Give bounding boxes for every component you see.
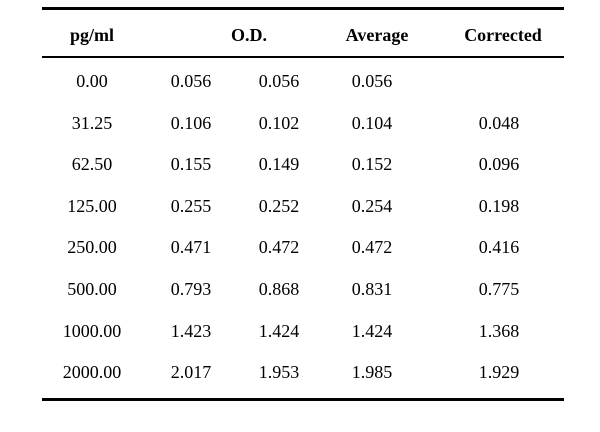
- cell-corrected: 0.198: [478, 195, 520, 216]
- cell-corrected: 0.416: [478, 237, 520, 258]
- cell-concentration: 125.00: [67, 195, 117, 216]
- cell-od-2: 0.868: [258, 278, 300, 299]
- cell-concentration: 0.00: [76, 71, 108, 91]
- cell-average: 0.104: [351, 112, 393, 133]
- table-header-row: pg/ml O.D. Average Corrected: [42, 10, 564, 56]
- cell-average: 1.985: [351, 362, 393, 383]
- cell-average: 0.472: [351, 237, 393, 258]
- cell-corrected: 0.096: [478, 154, 520, 175]
- table-body: 0.00 0.056 0.056 0.056 31.25 0.106 0.102…: [42, 58, 564, 398]
- table-bottom-rule: [42, 397, 564, 401]
- cell-od-2: 1.424: [258, 320, 300, 341]
- table-row: 125.00 0.255 0.252 0.254 0.198: [42, 185, 564, 227]
- data-table: pg/ml O.D. Average Corrected 0.00 0.056 …: [42, 7, 564, 401]
- cell-od-2: 0.056: [258, 71, 300, 91]
- table-row: 2000.00 2.017 1.953 1.985 1.929: [42, 351, 564, 393]
- table-header-rule: [42, 56, 564, 58]
- cell-od-1: 0.255: [170, 195, 212, 216]
- cell-average: 0.831: [351, 278, 393, 299]
- cell-od-2: 0.472: [258, 237, 300, 258]
- cell-concentration: 500.00: [67, 278, 117, 299]
- cell-od-2: 0.102: [258, 112, 300, 133]
- cell-concentration: 1000.00: [62, 320, 122, 341]
- cell-concentration: 2000.00: [62, 362, 122, 383]
- table-row: 0.00 0.056 0.056 0.056: [42, 60, 564, 102]
- cell-average: 0.056: [351, 71, 393, 91]
- table-top-rule: [42, 7, 564, 10]
- cell-od-1: 1.423: [170, 320, 212, 341]
- cell-concentration: 31.25: [71, 112, 113, 133]
- cell-od-1: 0.155: [170, 154, 212, 175]
- cell-concentration: 250.00: [67, 237, 117, 258]
- cell-od-2: 1.953: [258, 362, 300, 383]
- cell-od-2: 0.149: [258, 154, 300, 175]
- cell-concentration: 62.50: [71, 154, 113, 175]
- cell-od-1: 0.793: [170, 278, 212, 299]
- header-concentration: pg/ml: [69, 25, 115, 45]
- cell-od-1: 0.106: [170, 112, 212, 133]
- header-od: O.D.: [231, 25, 267, 45]
- table-row: 31.25 0.106 0.102 0.104 0.048: [42, 102, 564, 144]
- header-corrected: Corrected: [464, 25, 542, 45]
- cell-corrected: 1.929: [478, 362, 520, 383]
- cell-average: 0.254: [351, 195, 393, 216]
- header-average: Average: [345, 25, 409, 45]
- table-row: 1000.00 1.423 1.424 1.424 1.368: [42, 310, 564, 352]
- cell-average: 1.424: [351, 320, 393, 341]
- cell-corrected: 0.048: [478, 112, 520, 133]
- table-row: 500.00 0.793 0.868 0.831 0.775: [42, 268, 564, 310]
- cell-corrected: 0.775: [478, 278, 520, 299]
- cell-corrected: 1.368: [478, 320, 520, 341]
- cell-average: 0.152: [351, 154, 393, 175]
- cell-od-1: 2.017: [170, 362, 212, 383]
- cell-od-2: 0.252: [258, 195, 300, 216]
- table-row: 250.00 0.471 0.472 0.472 0.416: [42, 226, 564, 268]
- cell-od-1: 0.471: [170, 237, 212, 258]
- table-row: 62.50 0.155 0.149 0.152 0.096: [42, 143, 564, 185]
- cell-od-1: 0.056: [170, 71, 212, 91]
